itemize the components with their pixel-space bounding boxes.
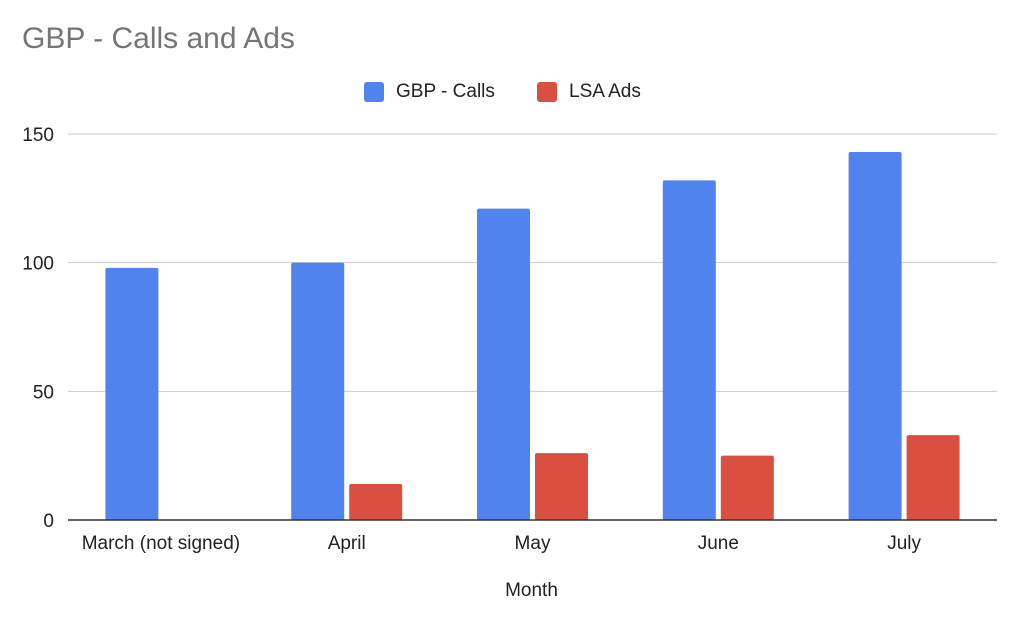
legend-item-lsa-ads[interactable]: LSA Ads — [537, 78, 641, 106]
y-tick-label: 0 — [43, 511, 54, 532]
x-tick-label: March (not signed) — [82, 533, 240, 554]
bar-gbp-calls — [848, 152, 902, 520]
legend-label-gbp-calls: GBP - Calls — [396, 81, 495, 102]
bar-gbp-calls — [291, 262, 345, 520]
y-tick-label: 100 — [22, 254, 54, 275]
legend-item-gbp-calls[interactable]: GBP - Calls — [364, 78, 495, 106]
bar-lsa-ads — [535, 453, 588, 520]
x-tick-label: July — [887, 533, 921, 554]
legend-swatch-gbp-calls — [364, 82, 384, 102]
bar-gbp-calls — [105, 267, 159, 520]
x-tick-label: June — [698, 533, 739, 554]
x-axis-label: Month — [505, 580, 558, 601]
bar-gbp-calls — [477, 208, 530, 521]
bar-lsa-ads — [720, 455, 774, 520]
y-tick-label: 150 — [22, 125, 54, 146]
chart-title: GBP - Calls and Ads — [22, 22, 295, 55]
x-tick-label: April — [328, 533, 366, 554]
y-tick-label: 50 — [33, 382, 54, 403]
bar-gbp-calls — [662, 180, 716, 520]
legend-swatch-lsa-ads — [537, 82, 557, 102]
x-tick-label: May — [515, 533, 551, 554]
legend-label-lsa-ads: LSA Ads — [569, 81, 641, 102]
bar-lsa-ads — [349, 483, 403, 520]
bar-lsa-ads — [906, 435, 960, 520]
legend: GBP - Calls LSA Ads — [0, 78, 1024, 106]
